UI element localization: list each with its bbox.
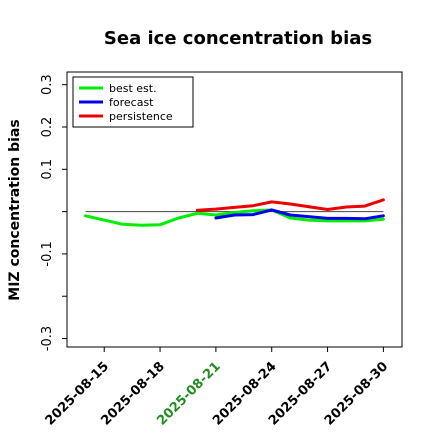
series-line-0 [84, 208, 385, 227]
legend-label: persistence [109, 110, 173, 123]
plot-area [66, 71, 403, 348]
legend-box [72, 76, 194, 128]
y-tick-label: 0.2 [40, 117, 55, 138]
y-tick-label: -0.3 [40, 326, 55, 351]
legend-label: best est. [109, 82, 157, 95]
y-tick-label: 0.1 [40, 159, 55, 180]
chart-title: Sea ice concentration bias [104, 28, 372, 49]
y-tick-label: -0.1 [40, 241, 55, 266]
series-line-2 [195, 198, 385, 212]
series-line-1 [214, 208, 385, 221]
y-axis-label: MIZ concentration bias [7, 119, 23, 300]
y-tick-label: 0.3 [40, 74, 55, 95]
legend-label: forecast [109, 96, 154, 109]
